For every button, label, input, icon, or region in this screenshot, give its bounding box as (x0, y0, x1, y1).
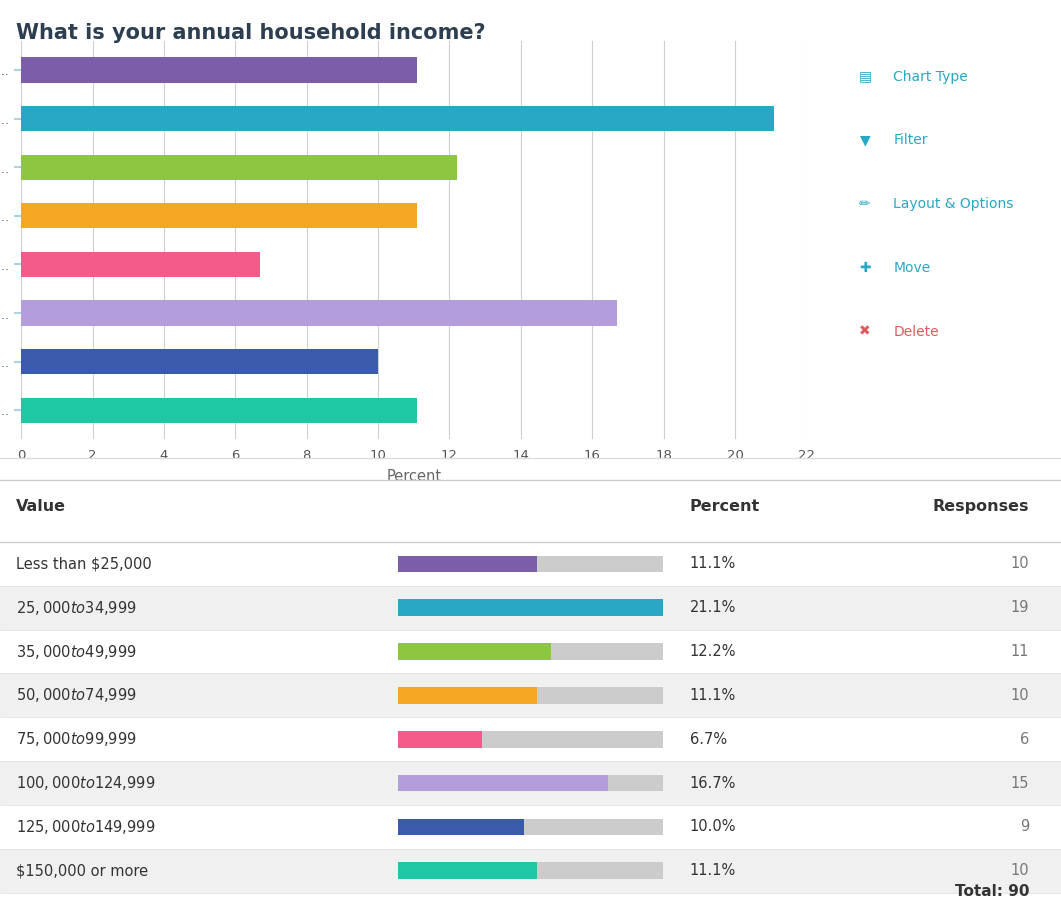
Text: Move: Move (893, 261, 930, 275)
Bar (398, 775, 663, 792)
Text: 10: 10 (1010, 556, 1029, 572)
Text: $35,000 to $49,999: $35,000 to $49,999 (16, 642, 137, 660)
Bar (21, 106, 775, 131)
Bar (398, 600, 663, 616)
FancyBboxPatch shape (0, 761, 1061, 805)
Text: ✏: ✏ (859, 198, 871, 211)
Text: 11.1%: 11.1% (690, 863, 736, 878)
X-axis label: Percent: Percent (386, 469, 441, 484)
Text: 11: 11 (1011, 644, 1029, 659)
Bar (21, 252, 260, 277)
Text: 11.1%: 11.1% (690, 556, 736, 572)
Text: 16.7%: 16.7% (690, 776, 736, 791)
Bar (398, 687, 538, 704)
Bar (21, 203, 417, 228)
Text: 10: 10 (1010, 863, 1029, 878)
Text: Less than $25,000: Less than $25,000 (16, 556, 152, 572)
Bar (398, 863, 538, 879)
Text: ✚: ✚ (859, 261, 871, 275)
Bar (398, 643, 552, 660)
Text: 10.0%: 10.0% (690, 819, 736, 834)
Text: 21.1%: 21.1% (690, 601, 736, 615)
Text: What is your annual household income?: What is your annual household income? (16, 23, 486, 43)
Text: 9: 9 (1020, 819, 1029, 834)
Text: $25,000 to $34,999: $25,000 to $34,999 (16, 599, 137, 617)
Text: 10: 10 (1010, 688, 1029, 703)
Text: Layout & Options: Layout & Options (893, 198, 1013, 211)
Text: ▼: ▼ (859, 133, 870, 148)
Bar (398, 687, 663, 704)
Text: $75,000 to $99,999: $75,000 to $99,999 (16, 730, 137, 748)
Bar (398, 600, 663, 616)
Text: Percent: Percent (690, 499, 760, 514)
Text: Responses: Responses (933, 499, 1029, 514)
Text: ▤: ▤ (858, 70, 871, 83)
Bar (398, 731, 482, 747)
Text: 6: 6 (1020, 732, 1029, 747)
Text: $50,000 to $74,999: $50,000 to $74,999 (16, 687, 137, 704)
Text: 12.2%: 12.2% (690, 644, 736, 659)
Text: ✖: ✖ (859, 324, 871, 339)
Text: 15: 15 (1011, 776, 1029, 791)
Text: $125,000 to $149,999: $125,000 to $149,999 (16, 818, 155, 836)
Bar (398, 775, 608, 792)
FancyBboxPatch shape (0, 586, 1061, 630)
Bar (21, 349, 378, 374)
Text: 19: 19 (1011, 601, 1029, 615)
Text: Delete: Delete (893, 324, 939, 339)
Text: Chart Type: Chart Type (893, 70, 968, 83)
Text: $100,000 to $124,999: $100,000 to $124,999 (16, 774, 155, 792)
Text: Total: 90: Total: 90 (955, 884, 1029, 900)
Bar (398, 819, 523, 835)
Bar (398, 731, 663, 747)
Text: $150,000 or more: $150,000 or more (16, 863, 149, 878)
Bar (21, 57, 417, 82)
Bar (398, 555, 663, 573)
Bar (398, 819, 663, 835)
Text: Value: Value (16, 499, 66, 514)
Bar (398, 555, 538, 573)
Bar (21, 398, 417, 423)
Text: Filter: Filter (893, 133, 927, 148)
Text: 6.7%: 6.7% (690, 732, 727, 747)
Bar (398, 863, 663, 879)
FancyBboxPatch shape (0, 673, 1061, 718)
Bar (21, 155, 456, 179)
Bar (398, 643, 663, 660)
Text: 11.1%: 11.1% (690, 688, 736, 703)
FancyBboxPatch shape (0, 849, 1061, 892)
Bar (21, 301, 618, 325)
